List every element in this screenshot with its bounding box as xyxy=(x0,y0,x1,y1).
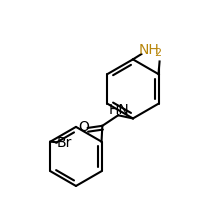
Text: NH: NH xyxy=(139,43,160,57)
Text: Br: Br xyxy=(56,136,72,150)
Text: HN: HN xyxy=(109,103,130,117)
Text: O: O xyxy=(78,120,89,134)
Text: 2: 2 xyxy=(154,48,161,59)
